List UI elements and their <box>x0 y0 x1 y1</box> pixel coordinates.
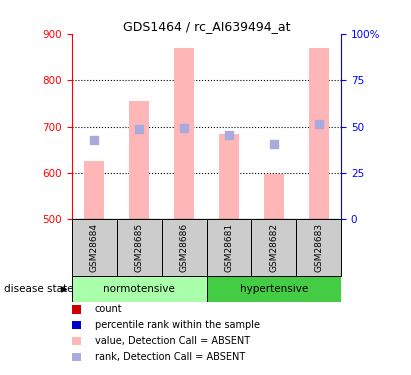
Bar <box>72 219 117 276</box>
Title: GDS1464 / rc_AI639494_at: GDS1464 / rc_AI639494_at <box>123 20 290 33</box>
Bar <box>206 219 252 276</box>
Bar <box>174 48 194 219</box>
Text: hypertensive: hypertensive <box>240 284 308 294</box>
Point <box>270 141 277 147</box>
Bar <box>206 276 341 302</box>
Text: GSM28684: GSM28684 <box>90 223 99 272</box>
Text: count: count <box>95 304 122 314</box>
Text: GSM28686: GSM28686 <box>180 223 189 272</box>
Bar <box>72 305 81 314</box>
Bar <box>72 337 81 345</box>
Text: disease state: disease state <box>4 285 74 294</box>
Point <box>181 125 187 131</box>
Bar <box>72 276 206 302</box>
Bar <box>129 101 149 219</box>
Text: GSM28683: GSM28683 <box>314 223 323 272</box>
Text: GSM28681: GSM28681 <box>224 223 233 272</box>
Bar <box>84 161 104 219</box>
Bar <box>252 219 296 276</box>
Bar <box>72 321 81 329</box>
Text: GSM28682: GSM28682 <box>269 223 278 272</box>
Point <box>226 132 232 138</box>
Bar <box>162 219 206 276</box>
Bar <box>117 219 162 276</box>
Text: normotensive: normotensive <box>103 284 175 294</box>
Bar <box>219 134 239 219</box>
Point <box>91 138 98 144</box>
Text: percentile rank within the sample: percentile rank within the sample <box>95 320 259 330</box>
Point <box>136 126 143 132</box>
Bar <box>309 48 329 219</box>
Text: GSM28685: GSM28685 <box>135 223 144 272</box>
Bar <box>264 174 284 219</box>
Bar <box>72 352 81 361</box>
Text: value, Detection Call = ABSENT: value, Detection Call = ABSENT <box>95 336 249 346</box>
Text: rank, Detection Call = ABSENT: rank, Detection Call = ABSENT <box>95 352 245 362</box>
Point <box>315 121 322 127</box>
Bar <box>296 219 341 276</box>
